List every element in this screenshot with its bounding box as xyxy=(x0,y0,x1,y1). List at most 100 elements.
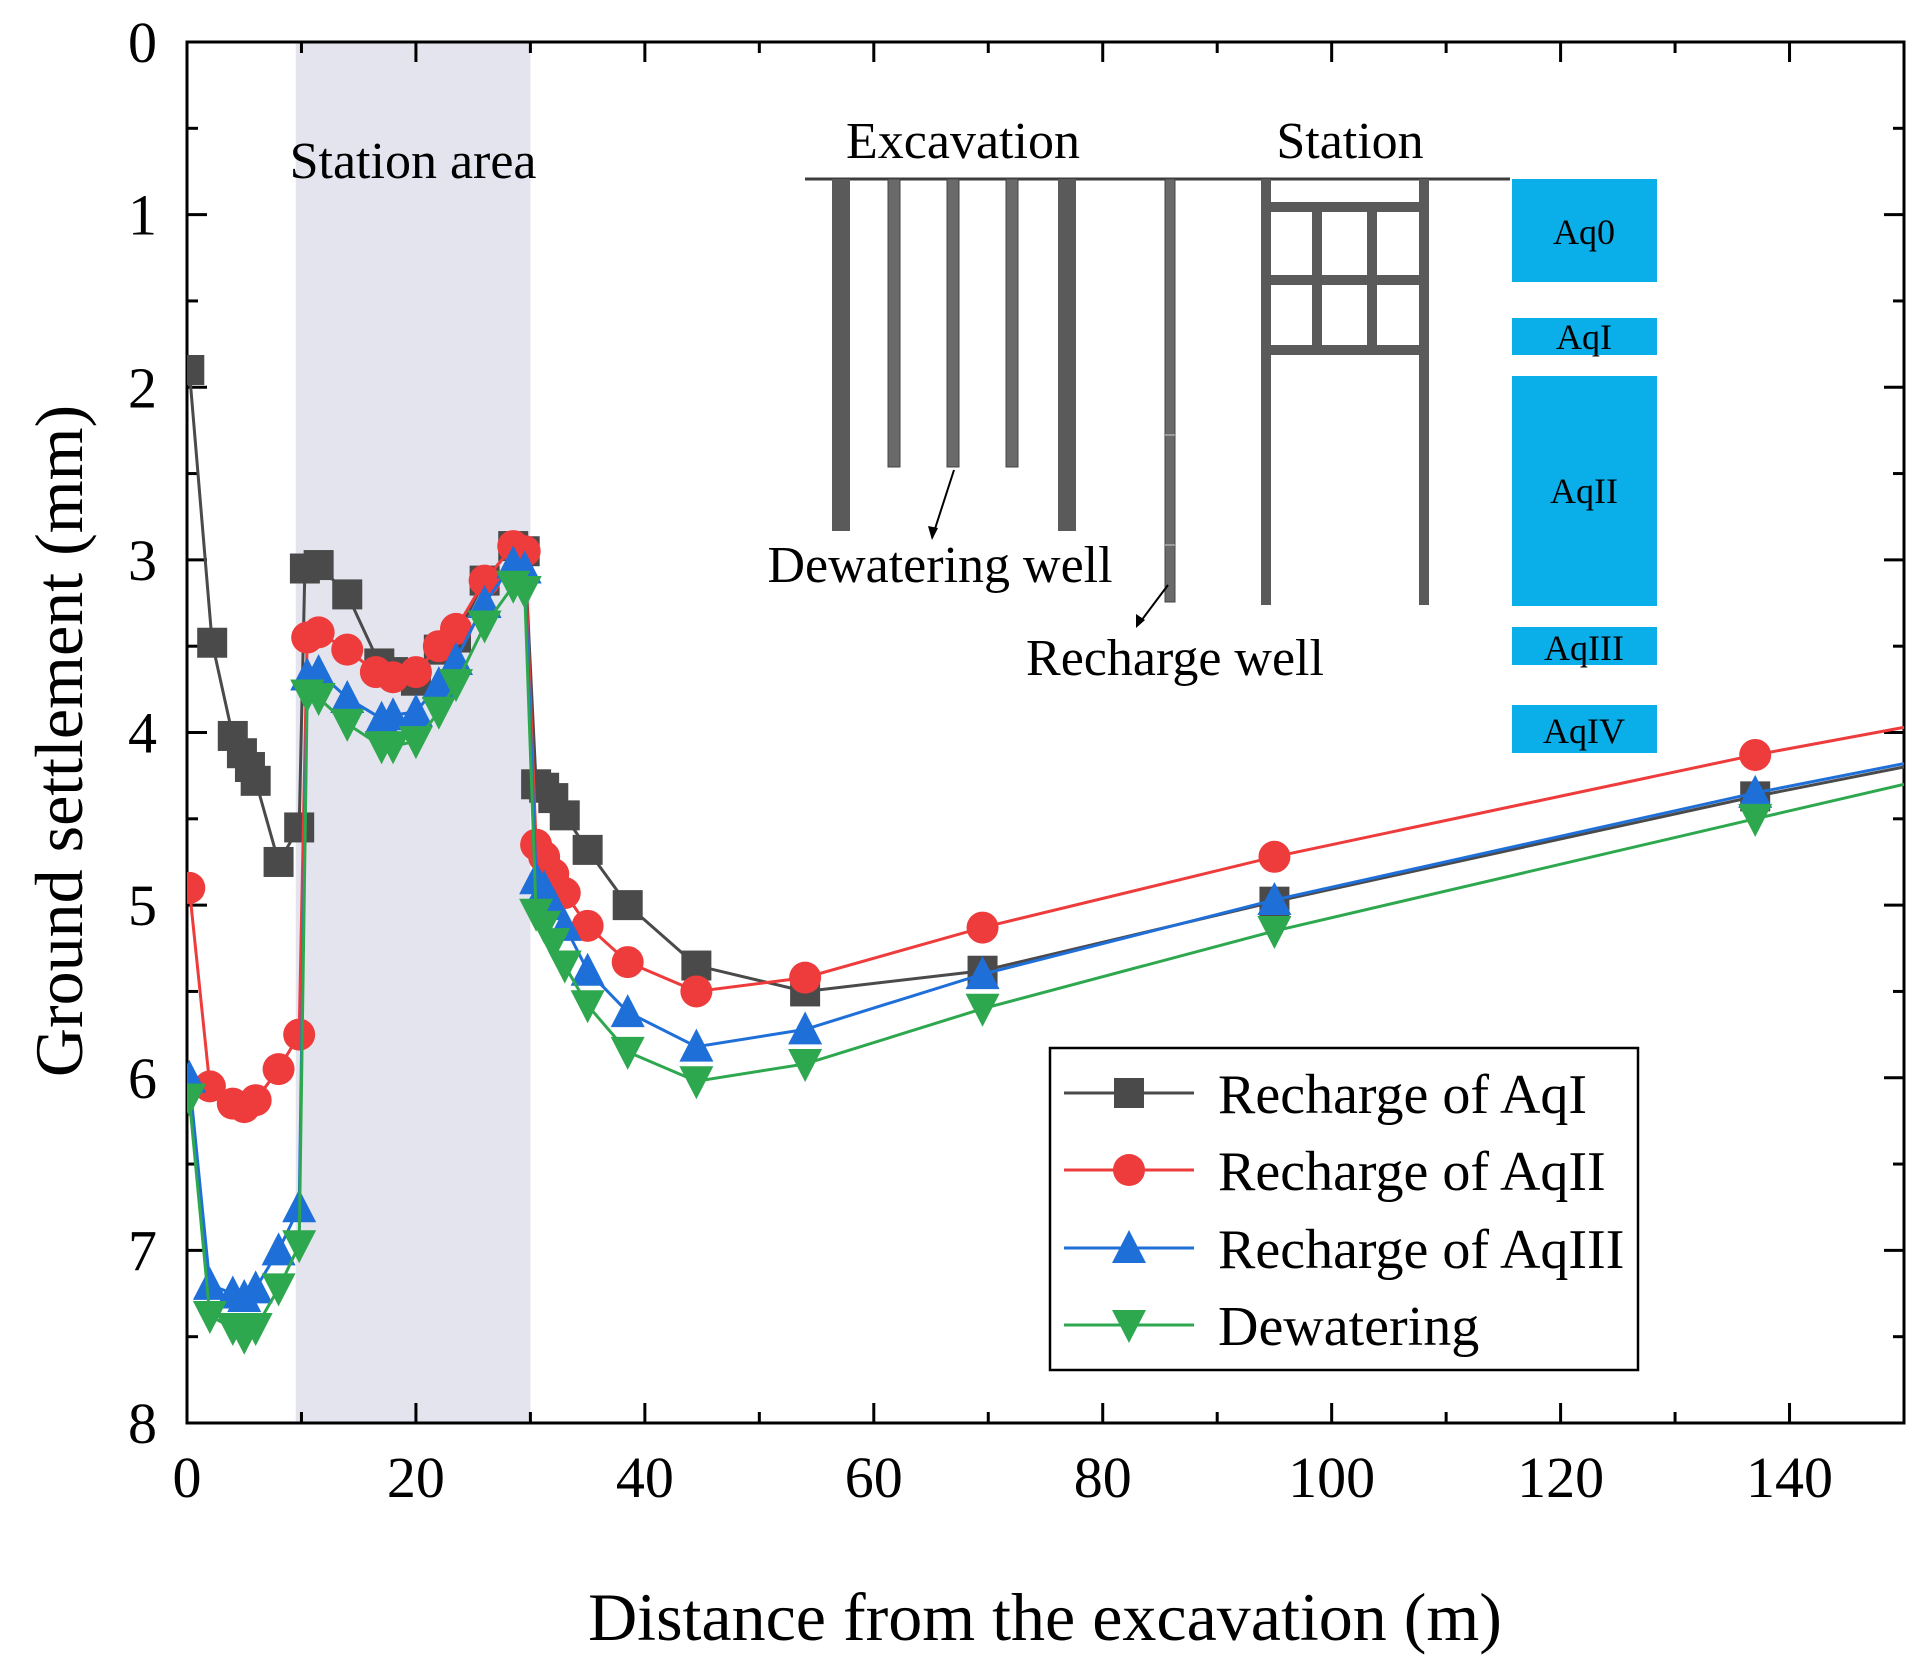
data-point xyxy=(303,550,334,581)
data-point xyxy=(331,633,364,666)
series-1 xyxy=(187,530,1904,1124)
data-point xyxy=(611,946,644,979)
legend-label-dewatering: Dewatering xyxy=(1218,1296,1479,1358)
aquifer-label-aqii: AqII xyxy=(1550,471,1618,511)
legend-marker xyxy=(1112,1230,1146,1263)
dewatering-pointer-arrowhead xyxy=(928,526,938,540)
y-tick-label: 3 xyxy=(128,528,157,593)
data-point xyxy=(193,1070,226,1103)
data-point xyxy=(332,579,363,610)
aquifer-label-aqiv: AqIV xyxy=(1543,711,1625,751)
schematic-inset: Excavation Station Dewatering well Recha… xyxy=(767,113,1657,753)
series-3 xyxy=(187,570,1904,1355)
data-point xyxy=(610,994,645,1028)
data-point xyxy=(1257,916,1292,950)
data-point xyxy=(302,616,335,649)
legend-marker xyxy=(1112,1310,1146,1343)
x-tick-label: 140 xyxy=(1746,1445,1833,1510)
data-point xyxy=(262,1053,295,1086)
aquifer-aqi xyxy=(1512,318,1657,355)
data-point xyxy=(238,1270,273,1304)
x-axis-title: Distance from the excavation (m) xyxy=(588,1579,1502,1655)
data-point xyxy=(547,950,582,984)
recharge-pointer-arrowhead xyxy=(1136,614,1145,628)
data-point xyxy=(570,990,605,1024)
data-point xyxy=(421,666,456,700)
data-point xyxy=(527,910,562,944)
data-point xyxy=(439,612,472,645)
y-tick-label: 2 xyxy=(128,355,157,420)
y-tick-label: 7 xyxy=(128,1218,157,1283)
y-tick-label: 4 xyxy=(128,701,157,766)
data-point xyxy=(398,726,433,760)
data-point xyxy=(679,1028,714,1062)
data-point xyxy=(283,1018,316,1051)
data-point xyxy=(467,585,502,619)
data-point xyxy=(187,354,205,385)
aquifer-column: Aq0 AqI AqII AqIII AqIV xyxy=(1512,179,1657,753)
legend-marker xyxy=(1113,1154,1145,1186)
recharge-well xyxy=(1164,178,1176,603)
data-point xyxy=(187,1083,207,1117)
x-tick-label: 20 xyxy=(387,1445,445,1510)
data-point xyxy=(284,812,315,843)
data-point xyxy=(571,909,604,942)
data-point xyxy=(192,1300,227,1334)
data-point xyxy=(238,1313,273,1347)
data-point xyxy=(536,928,571,962)
data-point xyxy=(1739,738,1772,771)
data-point xyxy=(789,961,822,994)
recharge-well-label: Recharge well xyxy=(1026,630,1324,687)
data-point xyxy=(192,1266,227,1300)
dewatering-well-label: Dewatering well xyxy=(767,537,1112,594)
recharge-pointer xyxy=(1137,584,1169,626)
data-point xyxy=(965,993,1000,1027)
y-tick-label: 1 xyxy=(128,183,157,248)
data-point xyxy=(301,682,336,716)
data-point xyxy=(398,693,433,727)
data-point xyxy=(263,846,294,877)
data-point xyxy=(680,975,713,1008)
data-point xyxy=(1258,840,1291,873)
data-point xyxy=(197,627,228,658)
legend-label-aqiii: Recharge of AqIII xyxy=(1218,1219,1624,1281)
data-point xyxy=(240,765,271,796)
y-tick-label: 8 xyxy=(128,1391,157,1456)
x-tick-label: 40 xyxy=(616,1445,674,1510)
excavation-label: Excavation xyxy=(846,113,1080,170)
y-tick-label: 5 xyxy=(128,873,157,938)
legend: Recharge of AqI Recharge of AqII Recharg… xyxy=(1048,1046,1640,1372)
dewatering-well xyxy=(1005,178,1019,468)
data-point xyxy=(421,696,456,730)
data-point xyxy=(261,1232,296,1266)
aquifer-aqii xyxy=(1512,376,1657,606)
data-point xyxy=(570,952,605,986)
data-point xyxy=(187,871,206,904)
data-point xyxy=(965,956,1000,990)
data-point xyxy=(438,669,473,703)
data-point xyxy=(572,834,603,865)
aquifer-aqiii xyxy=(1512,627,1657,665)
data-point xyxy=(612,890,643,921)
data-point xyxy=(261,1273,296,1307)
station-frame xyxy=(1261,179,1429,605)
data-point xyxy=(507,575,542,609)
aquifer-aq0 xyxy=(1512,179,1657,282)
data-point xyxy=(468,564,501,597)
legend-label-aqii: Recharge of AqII xyxy=(1218,1141,1606,1203)
data-point xyxy=(239,1084,272,1117)
data-point xyxy=(679,1066,714,1100)
legend-marker xyxy=(1114,1078,1144,1108)
data-point xyxy=(788,1048,823,1082)
y-tick-label: 0 xyxy=(128,10,157,75)
data-point xyxy=(301,654,336,688)
data-point xyxy=(330,679,365,713)
dewatering-well xyxy=(887,178,901,468)
data-point xyxy=(376,731,411,765)
x-tick-label: 100 xyxy=(1288,1445,1375,1510)
x-tick-label: 80 xyxy=(1074,1445,1132,1510)
x-tick-label: 60 xyxy=(845,1445,903,1510)
dewatering-well xyxy=(946,178,960,468)
